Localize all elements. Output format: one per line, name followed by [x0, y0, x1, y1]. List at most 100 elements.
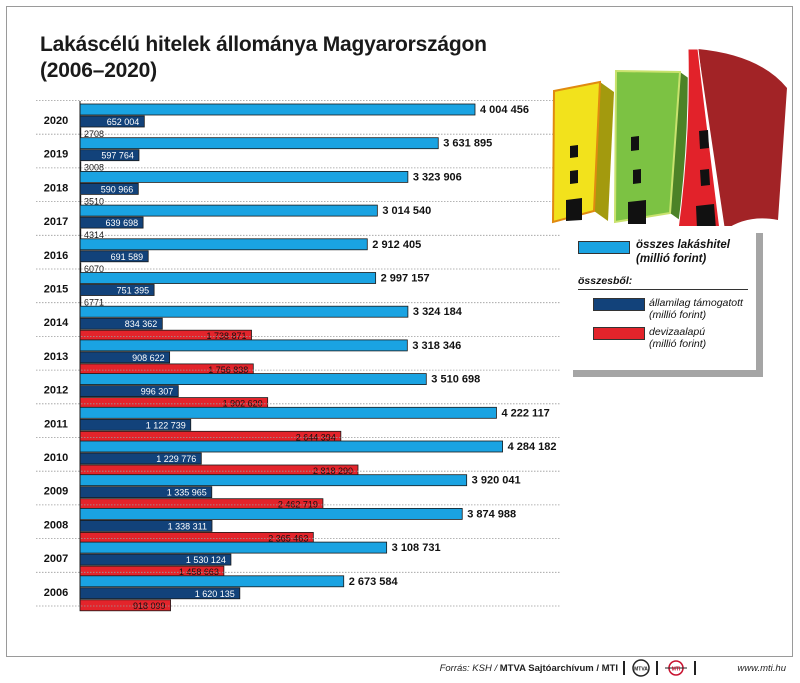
value-label-state: 1 338 311: [168, 521, 207, 531]
value-label-state: 639 698: [106, 218, 139, 228]
value-label-total: 3 631 895: [443, 138, 492, 150]
source-credit: Forrás: KSH / MTVA Sajtóarchívum / MTI: [440, 663, 618, 674]
value-label-total: 3 920 041: [472, 475, 521, 487]
svg-text:MTVA: MTVA: [634, 667, 648, 673]
bar-total: [79, 339, 408, 352]
year-label: 2016: [44, 250, 68, 262]
value-label-fx: 1 902 620: [223, 399, 263, 409]
value-label-total: 4 004 456: [480, 104, 529, 116]
value-label-state: 751 395: [117, 286, 150, 296]
year-label: 2015: [44, 284, 68, 296]
legend-total-text: összes lakáshitel: [636, 239, 730, 251]
year-label: 2011: [44, 418, 68, 430]
year-label: 2018: [44, 182, 68, 194]
bar-total: [79, 305, 409, 318]
value-label-state: 1 229 776: [156, 454, 196, 464]
value-label-state: 1 122 739: [146, 420, 186, 430]
legend-subheading: összesből:: [578, 275, 633, 287]
bar-total: [79, 238, 368, 251]
value-label-state: 1 335 965: [167, 488, 207, 498]
value-label-total: 2 912 405: [372, 239, 421, 251]
legend-state-text: államilag támogatott: [649, 297, 743, 309]
year-label: 2010: [44, 452, 68, 464]
footer-separator: [656, 661, 658, 675]
website-link[interactable]: www.mti.hu: [737, 663, 786, 674]
value-label-total: 4 222 117: [501, 407, 549, 419]
value-label-total: 2 997 157: [381, 273, 430, 285]
value-label-state: 996 307: [141, 387, 174, 397]
year-label: 2012: [44, 385, 68, 397]
source-agency: MTVA Sajtóarchívum / MTI: [499, 663, 618, 674]
bar-total: [79, 170, 409, 183]
year-label: 2008: [44, 519, 68, 531]
year-label: 2013: [44, 351, 68, 363]
mtva-logo-icon: MTVA: [632, 659, 650, 677]
value-label-state: 652 004: [107, 117, 140, 127]
chart-title: Lakáscélú hitelek állománya Magyarország…: [40, 32, 487, 84]
houses-illustration: [551, 48, 787, 231]
year-label: 2017: [44, 216, 68, 228]
value-label-state: 597 764: [101, 151, 134, 161]
value-label-total: 3 318 346: [412, 340, 461, 352]
bar-total: [79, 440, 503, 453]
value-label-total: 3 874 988: [467, 508, 516, 520]
legend-state-unit: (millió forint): [649, 309, 707, 321]
mti-logo-icon: MTI: [665, 660, 687, 676]
legend-total-unit: (millió forint): [636, 253, 707, 265]
bar-total: [79, 272, 377, 284]
title-line-1: Lakáscélú hitelek állománya Magyarország…: [40, 33, 487, 56]
value-label-total: 3 108 731: [392, 542, 441, 554]
value-label-total: 3 324 184: [413, 306, 463, 318]
bar-total: [79, 507, 463, 520]
value-label-total: 2 673 584: [349, 576, 399, 588]
legend-fx-text: devizaalapú: [649, 326, 706, 338]
yellow-house-icon: [551, 80, 614, 224]
footer-separator: [623, 661, 625, 675]
value-label-state: 834 362: [125, 319, 158, 329]
value-label-total: 3 014 540: [382, 205, 431, 217]
bar-total: [79, 406, 497, 419]
bar-total: [79, 541, 388, 554]
bar-fx: [79, 599, 171, 612]
year-label: 2006: [44, 587, 68, 599]
bar-total: [79, 575, 345, 588]
value-label-state: 908 622: [132, 353, 165, 363]
legend-divider: [578, 289, 748, 290]
legend-fx-unit: (millió forint): [649, 338, 707, 350]
value-label-state: 1 620 135: [195, 589, 235, 599]
bar-total: [79, 474, 468, 487]
chart-frame: [6, 6, 793, 657]
year-label: 2019: [44, 149, 68, 161]
title-line-2: (2006–2020): [40, 59, 157, 82]
value-label-total: 3 510 698: [431, 374, 480, 386]
value-label-state: 590 966: [101, 184, 134, 194]
value-label-state: 1 530 124: [186, 555, 226, 565]
bar-total: [79, 204, 378, 217]
bar-total: [79, 137, 439, 150]
bar-total: [79, 373, 427, 386]
green-house-icon: [613, 69, 694, 224]
footer: Forrás: KSH / MTVA Sajtóarchívum / MTI M…: [440, 659, 790, 677]
svg-text:MTI: MTI: [672, 667, 681, 673]
year-label: 2009: [44, 486, 68, 498]
bar-total: [79, 103, 476, 116]
year-label: 2020: [44, 115, 68, 127]
value-label-fx: 918 099: [133, 601, 166, 611]
legend-label-fx: devizaalapú (millió forint): [649, 326, 706, 350]
legend-swatch-total: [578, 241, 630, 254]
footer-separator: [694, 661, 696, 675]
red-house-icon: [677, 48, 787, 231]
value-label-state: 691 589: [111, 252, 144, 262]
legend-label-total: összes lakáshitel (millió forint): [636, 238, 730, 266]
value-label-fx: 2 818 290: [313, 466, 353, 476]
legend-swatch-state: [593, 298, 645, 311]
source-label: Forrás: KSH /: [439, 663, 500, 674]
value-label-total: 4 284 182: [508, 441, 557, 453]
legend-label-state: államilag támogatott (millió forint): [649, 297, 743, 321]
value-label-total: 3 323 906: [413, 171, 462, 183]
year-label: 2014: [44, 317, 69, 329]
year-label: 2007: [44, 553, 68, 565]
legend-swatch-fx: [593, 327, 645, 340]
